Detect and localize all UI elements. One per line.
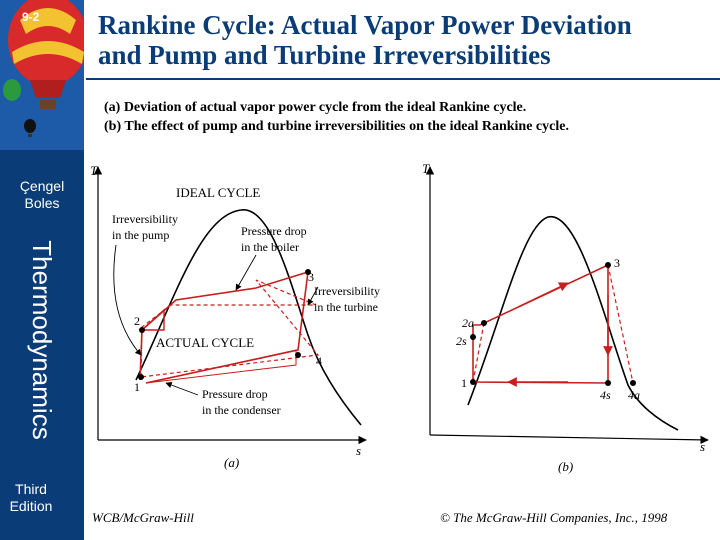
author-boles: Boles: [24, 195, 60, 211]
state-2-label: 2: [134, 314, 140, 328]
edition-line2: Edition: [9, 498, 53, 514]
title-divider: [86, 78, 720, 80]
state-point-2: [139, 327, 145, 333]
condenser-segment: [145, 349, 297, 384]
t-label-a: T: [90, 163, 98, 178]
state-point-1: [138, 374, 144, 380]
state-3b-label: 3: [614, 256, 620, 270]
sub-label-a: (a): [224, 455, 239, 470]
title-line2: and Pump and Turbine Irreversibilities: [98, 40, 551, 70]
t-label-b: T: [422, 161, 430, 176]
book-title-vertical: Thermodynamics: [22, 220, 62, 460]
state-4-label: 4: [316, 354, 322, 368]
turbine-irreversibility-line2: in the turbine: [314, 300, 378, 314]
state-4s-label: 4s: [600, 388, 611, 402]
ideal-cycle-path: [140, 279, 320, 378]
state-point-4: [295, 352, 301, 358]
figure-caption: (a) Deviation of actual vapor power cycl…: [104, 98, 714, 136]
sidebar: 9-2 Çengel Boles Thermodynamics Third Ed…: [0, 0, 84, 540]
state-point-1b: [470, 379, 476, 385]
state-2a-label: 2a: [462, 316, 474, 330]
diagram-b: T s 1 2s 2a 3 4s 4a (b): [422, 161, 709, 474]
boiler-drop-line1: Pressure drop: [241, 224, 307, 238]
s-label-a: s: [356, 443, 361, 458]
s-axis-b: [429, 434, 709, 445]
book-title: Thermodynamics: [27, 240, 57, 440]
state-4a-label: 4a: [628, 388, 640, 402]
turbine-callout-arrow: [307, 286, 319, 306]
publisher-left: WCB/McGraw-Hill: [92, 510, 194, 525]
state-point-2a: [481, 320, 487, 326]
copyright: © The McGraw-Hill Companies, Inc., 1998: [440, 510, 668, 525]
state-2s-label: 2s: [456, 334, 467, 348]
pump-actual-path: [472, 322, 485, 383]
boiler-callout-arrow: [235, 254, 257, 291]
caption-b: (b) The effect of pump and turbine irrev…: [104, 119, 569, 134]
state-3-label: 3: [308, 270, 314, 284]
state-point-3: [305, 269, 311, 275]
author-cengel: Çengel: [19, 178, 65, 194]
turbine-irreversibility-line1: Irreversibility: [314, 284, 380, 298]
saturation-dome-b: [467, 216, 679, 431]
ideal-rankine-path: [472, 263, 609, 384]
state-point-2s: [470, 334, 476, 340]
state-1b-label: 1: [461, 376, 467, 390]
s-label-b: s: [700, 439, 705, 454]
pump-callout-arrow: [113, 244, 142, 356]
edition-line1: Third: [15, 481, 47, 497]
hot-air-balloon-image: 9-2: [0, 0, 84, 150]
slide-number: 9-2: [22, 10, 40, 24]
state-point-4s: [605, 380, 611, 386]
pump-irreversibility-segment: [141, 308, 165, 331]
pump-irreversibility-line1: Irreversibility: [112, 212, 178, 226]
title-line1: Rankine Cycle: Actual Vapor Power Deviat…: [98, 10, 632, 40]
actual-cycle-label: ACTUAL CYCLE: [156, 335, 254, 350]
state-point-4a: [630, 380, 636, 386]
condenser-drop-line1: Pressure drop: [202, 387, 268, 401]
pump-irreversibility-line2: in the pump: [112, 228, 169, 242]
condenser-callout-arrow: [165, 382, 199, 396]
edition: Third Edition: [0, 481, 62, 515]
heat-addition-arrow: [517, 282, 569, 308]
saturation-dome-a: [135, 209, 362, 426]
authors: Çengel Boles: [0, 178, 84, 212]
ideal-cycle-label: IDEAL CYCLE: [176, 185, 260, 200]
turbine-actual-path: [607, 264, 634, 384]
state-point-3b: [605, 262, 611, 268]
condenser-drop-line2: in the condenser: [202, 403, 281, 417]
state-1-label: 1: [134, 380, 140, 394]
slide-title: Rankine Cycle: Actual Vapor Power Deviat…: [98, 10, 713, 70]
boiler-drop-line2: in the boiler: [241, 240, 299, 254]
diagram-a: T s 1 2 3 4 IDEAL CYCLE ACTUAL CYCLE Irr…: [90, 163, 380, 470]
caption-a: (a) Deviation of actual vapor power cycl…: [104, 100, 527, 115]
sub-label-b: (b): [558, 459, 573, 474]
